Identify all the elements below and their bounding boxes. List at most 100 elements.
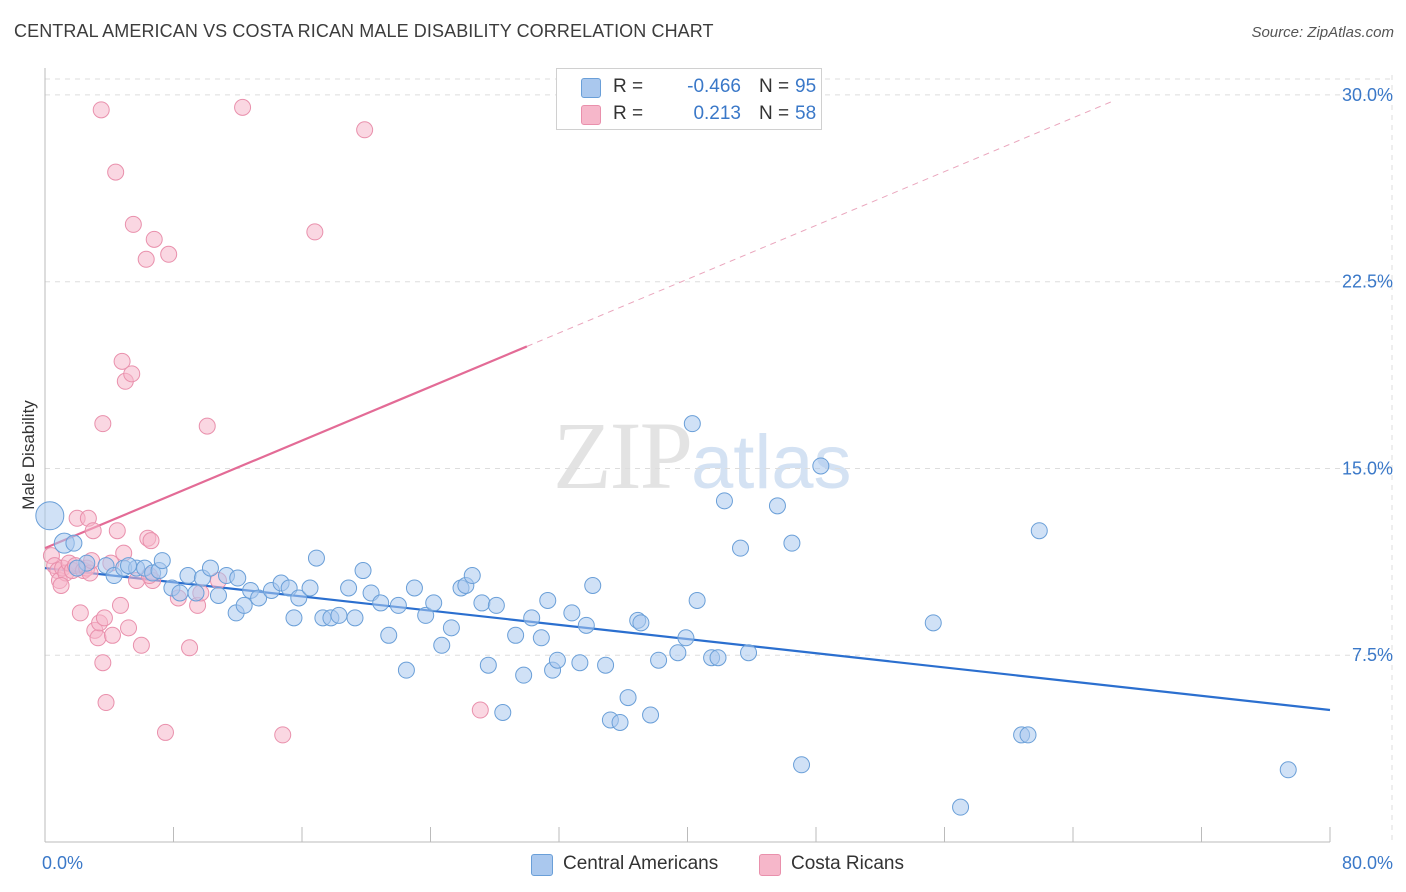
central-americans-point [442, 619, 460, 637]
central-americans-point [35, 501, 65, 531]
r-label: R = [613, 103, 644, 124]
n-label: N = [759, 76, 790, 97]
central-americans-point [1019, 726, 1037, 744]
costa-ricans-point [160, 245, 178, 263]
legend-swatch-pink [759, 854, 781, 876]
central-americans-points [35, 415, 1297, 816]
y-tick-label: 22.5% [1342, 272, 1393, 292]
costa-ricans-point [274, 726, 292, 744]
central-americans-point [250, 589, 268, 607]
central-americans-point [405, 579, 423, 597]
central-americans-point [539, 591, 557, 609]
costa-ricans-point [103, 626, 121, 644]
central-americans-point [507, 626, 525, 644]
costa-ricans-point [94, 654, 112, 672]
central-americans-point [209, 586, 227, 604]
costa-ricans-point [120, 619, 138, 637]
costa-ricans-point [71, 604, 89, 622]
central-americans-point [433, 636, 451, 654]
costa-ricans-point [471, 701, 489, 719]
central-americans-point [153, 552, 171, 570]
grid-lines [45, 75, 1393, 842]
r-value: 0.213 [693, 103, 741, 124]
central-americans-point [487, 596, 505, 614]
central-americans-point [307, 549, 325, 567]
costa-ricans-point [132, 636, 150, 654]
central-americans-point [330, 606, 348, 624]
x-tick-label: 0.0% [42, 853, 83, 873]
central-americans-point [235, 596, 253, 614]
central-americans-point [650, 651, 668, 669]
central-americans-point [812, 457, 830, 475]
central-americans-point [68, 559, 86, 577]
central-americans-point [372, 594, 390, 612]
costa-ricans-point [181, 639, 199, 657]
costa-ricans-point [89, 629, 107, 647]
central-americans-point [417, 606, 435, 624]
costa-ricans-point [84, 522, 102, 540]
central-americans-point [494, 704, 512, 722]
central-americans-point [523, 609, 541, 627]
costa-ricans-point [111, 596, 129, 614]
costa-ricans-point [113, 352, 131, 370]
central-americans-point [473, 594, 491, 612]
central-americans-point [611, 713, 629, 731]
central-americans-point [584, 577, 602, 595]
n-value: 58 [795, 103, 817, 124]
central-americans-point [732, 539, 750, 557]
costa-ricans-point [97, 694, 115, 712]
central-americans-point [677, 629, 695, 647]
n-value: 95 [795, 76, 817, 97]
legend-swatch-blue [581, 78, 601, 98]
costa-ricans-point [234, 98, 252, 116]
source-label: Source: ZipAtlas.com [1251, 24, 1394, 41]
r-value: -0.466 [687, 76, 741, 97]
costa-ricans-point [107, 163, 125, 181]
central-americans-point [187, 584, 205, 602]
central-americans-point [380, 626, 398, 644]
costa-ricans-points [42, 98, 489, 744]
central-americans-point [571, 654, 589, 672]
costa-ricans-point [108, 522, 126, 540]
central-americans-point [354, 562, 372, 580]
central-americans-point [301, 579, 319, 597]
tick-labels: 7.5% 15.0% 22.5% 30.0% 0.0% 80.0% [42, 85, 1393, 873]
central-americans-point [952, 798, 970, 816]
watermark-zip: ZIP [553, 402, 693, 509]
costa-ricans-point [92, 101, 110, 119]
central-americans-point [290, 589, 308, 607]
central-americans-point [179, 567, 197, 585]
central-americans-point [285, 609, 303, 627]
correlation-legend: R = -0.466 N = 95 R = 0.213 N = 58 [556, 68, 822, 130]
costa-ricans-trend-extension [526, 100, 1114, 347]
central-americans-point [171, 584, 189, 602]
costa-ricans-point [142, 532, 160, 550]
legend-label: Costa Ricans [791, 853, 904, 874]
legend-swatch-pink [581, 105, 601, 125]
costa-ricans-point [52, 577, 70, 595]
costa-ricans-point [145, 230, 163, 248]
central-americans-point [1279, 761, 1297, 779]
central-americans-point [715, 492, 733, 510]
central-americans-point [463, 567, 481, 585]
central-americans-point [597, 656, 615, 674]
chart-title: CENTRAL AMERICAN VS COSTA RICAN MALE DIS… [14, 21, 714, 41]
central-americans-point [515, 666, 533, 684]
central-americans-point [683, 415, 701, 433]
costa-ricans-point [198, 417, 216, 435]
central-americans-point [397, 661, 415, 679]
y-tick-label: 15.0% [1342, 458, 1393, 478]
legend-swatch-blue [531, 854, 553, 876]
central-americans-point [619, 689, 637, 707]
costa-ricans-point [95, 609, 113, 627]
central-americans-point [783, 534, 801, 552]
central-americans-point [340, 579, 358, 597]
central-americans-point [924, 614, 942, 632]
central-americans-point [65, 534, 83, 552]
central-americans-point [563, 604, 581, 622]
central-americans-point [768, 497, 786, 515]
central-americans-point [389, 596, 407, 614]
central-americans-point [688, 591, 706, 609]
costa-ricans-point [123, 365, 141, 383]
